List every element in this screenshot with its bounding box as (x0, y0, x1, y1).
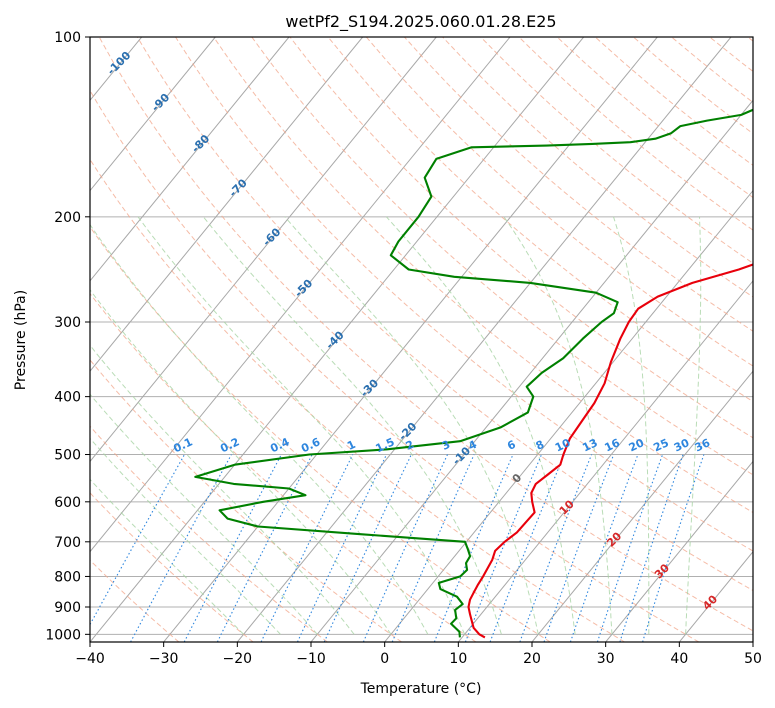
mixing-ratio-line (642, 454, 705, 642)
isotherm-line (90, 37, 290, 282)
plot-frame (89, 36, 754, 643)
isotherm-line (531, 370, 753, 642)
y-tick-label: 1000 (45, 627, 81, 643)
moist-adiabat-line (202, 216, 502, 635)
y-tick-label: 500 (54, 448, 81, 464)
dry-adiabat-line (90, 158, 625, 642)
dry-adiabat-line (136, 37, 753, 592)
x-tick-label: 10 (449, 651, 467, 667)
axes: −40 −30 −20 −10 0 10 20 30 40 50 100 200 300 400 500 60… (45, 30, 762, 667)
isotherm-line (0, 37, 68, 642)
isotherm-line (310, 99, 753, 642)
dry-adiabat-line (404, 37, 753, 332)
dry-adiabat-line (90, 89, 700, 642)
isotherm-line (90, 37, 437, 463)
mixing-ratio-line (296, 454, 387, 642)
moist-adiabat-line (90, 393, 318, 635)
mixing-ratio-line (543, 454, 615, 642)
isotherm-line (457, 280, 753, 642)
dry-adiabat-line (90, 425, 328, 642)
y-axis-title: Pressure (hPa) (13, 290, 29, 390)
moist-adiabat-line (613, 216, 650, 635)
mixing-ratio-label: 20 (627, 436, 647, 454)
moist-adiabat-line (90, 344, 355, 635)
dewpoint-line (194, 108, 753, 638)
x-tick-label: −10 (296, 651, 326, 667)
y-tick-label: 600 (54, 495, 81, 511)
plot-background (90, 37, 753, 642)
mixing-ratio-line (596, 454, 664, 642)
mixing-ratio-line (90, 454, 185, 626)
x-tick-label: 20 (523, 651, 541, 667)
x-tick-label: −20 (223, 651, 253, 667)
moist-adiabat-line (284, 216, 539, 635)
y-tick-label: 400 (54, 390, 81, 406)
dry-adiabat-line (327, 37, 753, 403)
isotherm-line (90, 37, 216, 192)
mixing-ratio-line (569, 454, 639, 642)
y-tick-label: 900 (54, 600, 81, 616)
mixing-ratio-label: 36 (693, 436, 713, 454)
y-tick-label: 700 (54, 535, 81, 551)
x-tick-label: 50 (744, 651, 762, 667)
dry-adiabat-line (289, 37, 753, 439)
mixing-ratio-label: 13 (580, 436, 599, 454)
mixing-ratio-line (323, 454, 412, 642)
mixing-ratio-line (519, 454, 593, 642)
x-axis-title: Temperature (°C) (360, 681, 482, 697)
moist-adiabat-line (137, 216, 466, 635)
moist-adiabat-line (90, 288, 392, 635)
mixing-ratio-line (130, 454, 232, 642)
moist-adiabat-line (90, 478, 244, 635)
dry-adiabat-line (90, 226, 551, 642)
dry-adiabat-line (90, 359, 402, 642)
dry-adiabat-line (90, 492, 254, 642)
background-grid (0, 37, 753, 642)
isotherm-line (752, 641, 753, 642)
x-tick-label: 0 (380, 651, 389, 667)
x-tick-label: −40 (75, 651, 105, 667)
isotherm-line (236, 37, 732, 642)
mixing-ratio-line (433, 454, 514, 642)
mixing-ratio-line (619, 454, 684, 642)
mixing-ratio-line (489, 454, 565, 642)
dry-adiabat-line (213, 37, 753, 514)
y-tick-label: 100 (54, 30, 81, 46)
moist-adiabat-line (685, 216, 702, 635)
mixing-ratio-line (362, 454, 448, 642)
isotherm-line (163, 37, 658, 642)
dry-adiabat-line (175, 37, 753, 552)
moist-adiabat-line (386, 216, 576, 635)
moist-adiabat-line (90, 223, 429, 635)
moist-adiabat-line (503, 216, 613, 635)
x-tick-label: 30 (597, 651, 615, 667)
mixing-ratio-label: 16 (603, 436, 623, 454)
dry-adiabat-line (442, 37, 753, 298)
moist-adiabat-line (90, 437, 281, 635)
mixing-ratio-label: 10 (553, 436, 573, 454)
data-series (194, 108, 753, 639)
mixing-ratio-label: 25 (651, 436, 670, 454)
y-tick-label: 200 (54, 210, 81, 226)
temperature-line (467, 263, 753, 639)
isotherm-line (90, 37, 585, 642)
isotherm-line (90, 37, 364, 372)
chart-title: wetPf2_S194.2025.060.01.28.E25 (285, 12, 556, 32)
y-tick-label: 800 (54, 569, 81, 585)
x-tick-label: −30 (149, 651, 179, 667)
isotherm-line (384, 189, 753, 642)
y-tick-label: 300 (54, 315, 81, 331)
isotherm-line (90, 37, 511, 553)
x-tick-label: 40 (670, 651, 688, 667)
mixing-ratio-line (391, 454, 475, 642)
isotherm-line (605, 460, 753, 642)
mixing-ratio-line (464, 454, 543, 642)
mixing-ratio-label: 30 (672, 436, 692, 454)
